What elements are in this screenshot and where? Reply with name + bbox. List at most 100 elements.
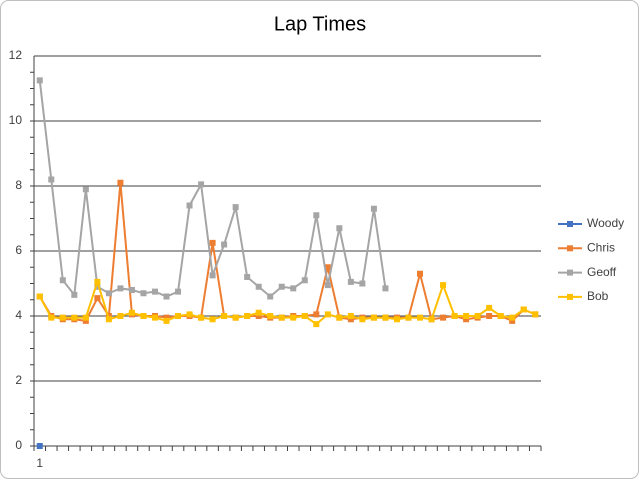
data-point: [36, 77, 43, 84]
data-point: [405, 314, 412, 321]
data-point: [186, 311, 193, 318]
data-point: [82, 314, 89, 321]
y-tick-label: 8: [15, 178, 22, 192]
data-point: [313, 311, 320, 318]
data-point: [232, 314, 239, 321]
legend-label: Woody: [587, 216, 624, 230]
data-point: [128, 287, 135, 293]
y-tick-label: 4: [15, 308, 22, 322]
data-point: [417, 314, 424, 321]
data-point: [347, 278, 354, 285]
data-point: [301, 277, 308, 284]
data-point: [82, 317, 89, 324]
data-point: [382, 314, 389, 321]
data-point: [255, 283, 262, 290]
data-point: [509, 314, 516, 321]
data-point: [278, 314, 285, 321]
data-point: [244, 313, 251, 319]
y-tick-label: 10: [9, 113, 23, 127]
data-point: [520, 306, 527, 313]
data-point: [82, 186, 89, 193]
data-point: [117, 179, 124, 186]
y-tick-label: 0: [15, 438, 22, 452]
x-tick-label: 1: [36, 456, 43, 470]
data-point: [347, 313, 354, 319]
data-point: [59, 314, 66, 321]
data-point: [36, 293, 43, 300]
data-point: [140, 290, 147, 297]
legend-marker: [567, 245, 573, 252]
data-point: [336, 225, 343, 232]
legend-marker: [567, 221, 573, 227]
data-point: [186, 202, 193, 209]
data-point: [324, 282, 331, 289]
data-point: [370, 314, 377, 321]
data-point: [313, 321, 320, 328]
data-point: [48, 314, 55, 321]
data-point: [440, 314, 447, 321]
data-point: [347, 316, 354, 323]
data-point: [382, 285, 389, 292]
data-point: [209, 272, 216, 279]
data-point: [71, 314, 78, 321]
data-point: [417, 270, 424, 277]
y-tick-label: 6: [15, 243, 22, 257]
data-point: [140, 313, 147, 319]
data-point: [313, 212, 320, 219]
legend-label: Chris: [587, 240, 615, 254]
data-point: [151, 288, 158, 295]
data-point: [474, 313, 481, 319]
data-point: [359, 280, 366, 287]
data-point: [221, 313, 228, 319]
data-point: [163, 314, 170, 321]
data-point: [278, 283, 285, 290]
legend-label: Geoff: [587, 265, 617, 279]
data-point: [117, 285, 124, 292]
data-point: [163, 317, 170, 324]
data-point: [324, 311, 331, 318]
data-point: [486, 304, 493, 311]
chart-title: Lap Times: [274, 13, 366, 35]
data-point: [428, 316, 435, 323]
legend-marker: [567, 269, 573, 276]
data-point: [290, 314, 297, 321]
data-point: [359, 316, 366, 323]
data-point: [36, 443, 43, 449]
legend-label: Bob: [587, 289, 609, 303]
data-point: [370, 205, 377, 212]
data-point: [232, 204, 239, 211]
data-point: [255, 313, 262, 319]
data-point: [209, 316, 216, 323]
data-point: [463, 316, 470, 323]
data-point: [267, 293, 274, 300]
data-point: [290, 285, 297, 292]
data-point: [393, 316, 400, 323]
data-point: [255, 309, 262, 316]
data-point: [221, 241, 228, 248]
data-point: [209, 239, 216, 246]
data-point: [336, 314, 343, 321]
y-tick-label: 2: [15, 373, 22, 387]
data-point: [451, 313, 458, 319]
data-point: [128, 309, 135, 316]
data-point: [532, 311, 539, 318]
data-point: [463, 313, 470, 319]
data-point: [94, 295, 101, 302]
data-point: [48, 176, 55, 183]
data-point: [301, 313, 308, 319]
y-tick-label: 12: [9, 48, 23, 62]
data-point: [94, 278, 101, 285]
data-point: [71, 291, 78, 298]
data-point: [324, 264, 331, 271]
data-point: [267, 313, 274, 319]
data-point: [117, 313, 124, 319]
data-point: [163, 293, 170, 300]
data-point: [440, 282, 447, 289]
data-point: [105, 316, 112, 323]
data-point: [175, 313, 182, 319]
data-point: [244, 274, 251, 280]
legend-marker: [567, 293, 573, 300]
data-point: [198, 181, 205, 188]
